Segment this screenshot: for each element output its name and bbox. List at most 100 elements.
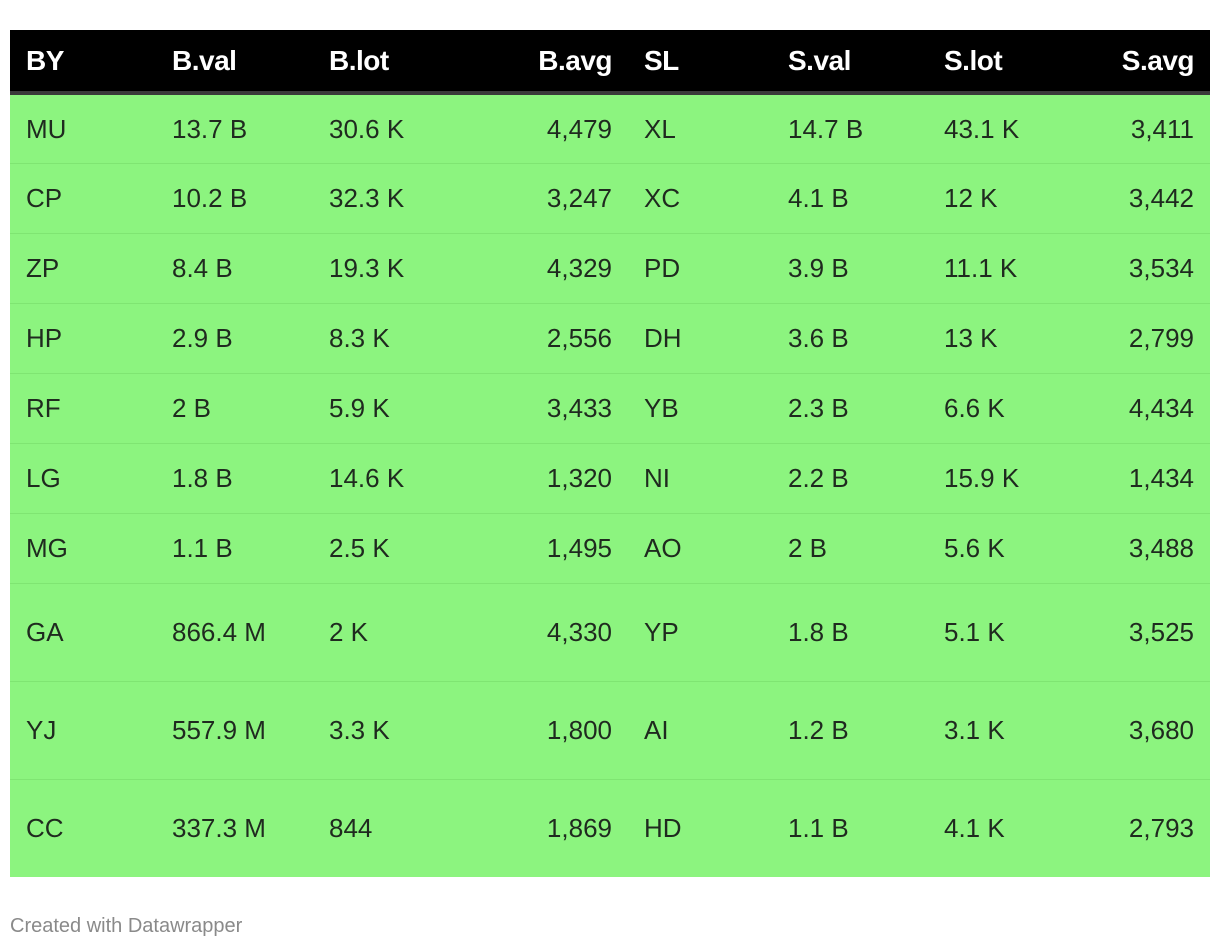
table-cell: 1,434 [1069, 442, 1210, 513]
table-cell: 15.9 K [928, 442, 1069, 513]
table-cell: 3.9 B [772, 232, 928, 303]
table-cell: AI [628, 680, 772, 779]
table-cell: MU [26, 113, 67, 144]
table-row: MG 1.1 B 2.5 K 1,495 AO 2 B 5.6 K 3,488 [10, 512, 1210, 583]
table-cell: 4.1 B [772, 162, 928, 233]
column-header: S.avg [1069, 30, 1210, 95]
table-cell: 1.8 B [772, 582, 928, 681]
table-cell: GA [10, 582, 156, 681]
column-header: B.avg [446, 30, 628, 95]
table-cell: 4,329 [446, 232, 628, 303]
table-cell: 1,320 [446, 442, 628, 513]
table-cell: 5.6 K [928, 512, 1069, 583]
table-cell: 19.3 K [313, 232, 446, 303]
table-cell: 43.1 K [944, 113, 1020, 144]
table-cell: 1,495 [446, 512, 628, 583]
table-cell: 1,869 [446, 778, 628, 877]
table-cell: 6.6 K [928, 372, 1069, 443]
table-cell: 3.6 B [772, 302, 928, 373]
table-cell: YB [628, 372, 772, 443]
table-cell: 3,247 [446, 162, 628, 233]
data-table-container: BY B.val B.lot B.avg SL S.val S.lot S.avg MU 13.… [10, 30, 1210, 877]
table-cell: AO [628, 512, 772, 583]
table-cell: 10.2 B [156, 162, 313, 233]
table-header: BY B.val B.lot B.avg SL S.val S.lot S.avg [10, 30, 1210, 95]
table-cell: 5.1 K [928, 582, 1069, 681]
table-cell: HP [10, 302, 156, 373]
table-cell: 1.1 B [156, 512, 313, 583]
table-cell: 14.6 K [313, 442, 446, 513]
table-cell: 4,479 [546, 113, 612, 144]
column-header: SL [628, 30, 772, 95]
table-cell: PD [628, 232, 772, 303]
table-cell: 3.1 K [928, 680, 1069, 779]
table-cell: 557.9 M [156, 680, 313, 779]
table-cell: 13.7 B [172, 113, 248, 144]
column-header: B.val [156, 30, 313, 95]
table-row: ZP 8.4 B 19.3 K 4,329 PD 3.9 B 11.1 K 3,534 [10, 232, 1210, 303]
table-cell: 1.8 B [156, 442, 313, 513]
table-cell: 13 K [928, 302, 1069, 373]
datawrapper-credit: Created with Datawrapper [10, 915, 243, 937]
column-header: S.val [772, 30, 928, 95]
table-row: YJ 557.9 M 3.3 K 1,800 AI 1.2 B 3.1 K 3,680 [10, 680, 1210, 779]
table-cell: 337.3 M [156, 778, 313, 877]
table-row: CC 337.3 M 844 1,869 HD 1.1 B 4.1 K 2,793 [10, 778, 1210, 877]
table-cell: 4,330 [446, 582, 628, 681]
table-cell: 2.3 B [772, 372, 928, 443]
table-cell: 2.2 B [772, 442, 928, 513]
table-cell: 4.1 K [928, 778, 1069, 877]
table-cell: 3,680 [1069, 680, 1210, 779]
table-cell: 866.4 M [156, 582, 313, 681]
table-cell: 32.3 K [313, 162, 446, 233]
table-row: LG 1.8 B 14.6 K 1,320 NI 2.2 B 15.9 K 1,434 [10, 442, 1210, 513]
table-cell: CP [10, 162, 156, 233]
table-cell: 11.1 K [928, 232, 1069, 303]
table-cell: 1.1 B [772, 778, 928, 877]
table-row: HP 2.9 B 8.3 K 2,556 DH 3.6 B 13 K 2,799 [10, 302, 1210, 373]
table-cell: 3,433 [446, 372, 628, 443]
table-cell: 2 B [156, 372, 313, 443]
table-cell: 14.7 B [788, 113, 864, 144]
table-cell: 3,525 [1069, 582, 1210, 681]
table-cell: 8.3 K [313, 302, 446, 373]
table-cell: 3,411 [1130, 113, 1194, 144]
table-cell: ZP [10, 232, 156, 303]
table-row: CP 10.2 B 32.3 K 3,247 XC 4.1 B 12 K 3,442 [10, 162, 1210, 233]
table-header-row: BY B.val B.lot B.avg SL S.val S.lot S.avg [10, 30, 1210, 95]
table-cell: 2.9 B [156, 302, 313, 373]
table-cell: 5.9 K [313, 372, 446, 443]
table-cell: NI [628, 442, 772, 513]
table-cell: HD [628, 778, 772, 877]
table-cell: 8.4 B [156, 232, 313, 303]
table-cell: 4,434 [1069, 372, 1210, 443]
data-table: BY B.val B.lot B.avg SL S.val S.lot S.avg MU 13.… [10, 30, 1210, 877]
table-cell: 12 K [928, 162, 1069, 233]
table-cell: XC [628, 162, 772, 233]
column-header: B.lot [313, 30, 446, 95]
table-cell: MG [10, 512, 156, 583]
table-cell: 3.3 K [313, 680, 446, 779]
table-cell: 3,442 [1069, 162, 1210, 233]
table-cell: 3,534 [1069, 232, 1210, 303]
table-cell: 1.2 B [772, 680, 928, 779]
table-row: RF 2 B 5.9 K 3,433 YB 2.3 B 6.6 K 4,434 [10, 372, 1210, 443]
table-cell: LG [10, 442, 156, 513]
column-header: S.lot [928, 30, 1069, 95]
table-cell: 1,800 [446, 680, 628, 779]
table-cell: XL [644, 113, 676, 144]
table-cell: 2.5 K [313, 512, 446, 583]
table-cell: YJ [10, 680, 156, 779]
table-cell: 2 K [313, 582, 446, 681]
table-cell: RF [10, 372, 156, 443]
table-cell: DH [628, 302, 772, 373]
table-cell: 30.6 K [329, 113, 405, 144]
table-cell: YP [628, 582, 772, 681]
table-cell: 3,488 [1069, 512, 1210, 583]
table-cell: 2,793 [1069, 778, 1210, 877]
table-body: MU 13.7 B 30.6 K 4,479 XL 14.7 B 43.1 K 3,411 CP… [10, 93, 1210, 877]
table-cell: 844 [313, 778, 446, 877]
column-header: BY [10, 30, 156, 95]
table-cell: 2,556 [446, 302, 628, 373]
